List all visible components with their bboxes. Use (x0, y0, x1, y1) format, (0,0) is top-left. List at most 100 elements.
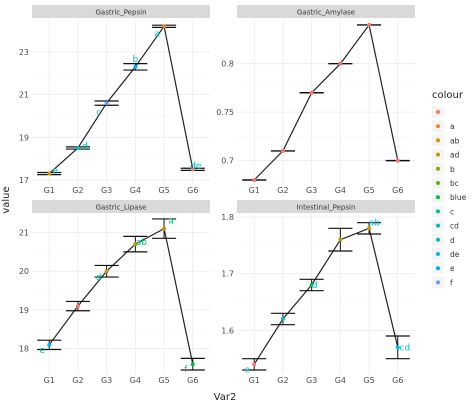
legend-swatch (436, 266, 440, 271)
data-point (133, 64, 138, 69)
legend-swatch (436, 166, 440, 171)
y-tick-label: 17 (19, 176, 29, 185)
legend-label: d (450, 236, 455, 245)
legend-swatch (436, 237, 440, 242)
legend-label: cd (450, 222, 459, 231)
significance-label: cd (399, 343, 410, 353)
significance-label: d (312, 281, 318, 291)
data-point (162, 226, 167, 231)
legend-label: ab (450, 136, 460, 145)
x-tick-label: G3 (101, 186, 112, 195)
x-tick-label: G4 (130, 376, 141, 385)
y-tick-label: 0.75 (216, 108, 234, 117)
y-tick-label: 21 (19, 228, 29, 237)
legend-swatch (436, 280, 440, 285)
y-axis-title: value (1, 186, 12, 213)
x-tick-label: G3 (306, 186, 317, 195)
data-point (252, 178, 257, 182)
facet-strip-title: Gastric_Pepsin (95, 9, 146, 17)
data-point (104, 269, 109, 274)
x-tick-label: G4 (130, 186, 141, 195)
legend-swatch (436, 110, 440, 114)
significance-label: c (96, 108, 101, 118)
legend-item: de (432, 248, 460, 260)
significance-label: d (96, 273, 102, 283)
legend-label: bc (450, 179, 459, 188)
data-point (338, 61, 343, 66)
x-tick-label: G2 (72, 376, 83, 385)
facet-strip (237, 5, 415, 18)
grid-lines (237, 18, 415, 184)
legend-swatch (436, 209, 440, 214)
significance-label: de (190, 161, 202, 171)
x-tick-label: G1 (249, 376, 260, 385)
legend-item: ad (432, 148, 460, 161)
x-tick-label: G2 (72, 186, 83, 195)
legend-swatch (436, 124, 440, 129)
legend-item: bc (432, 177, 459, 189)
facet-strip-title: Gastric_Lipase (96, 204, 147, 212)
facet-gastric_amylase: Gastric_Amylase 0.7 0.75 0.8 G1 G2 G3 G4 G5 G6 (216, 5, 415, 195)
legend-item: f (432, 276, 453, 289)
facet-strip-title: Intestinal_Pepsin (297, 204, 356, 212)
y-tick-label: 20 (19, 267, 29, 276)
x-tick-label: G1 (44, 186, 55, 195)
facet-strip-title: Gastric_Amylase (297, 9, 355, 17)
legend-label: de (450, 250, 460, 259)
facet-intestinal_pepsin: Intestinal_Pepsin 1.6 1.7 1.8 G1 G2 G3 G4 G5 G6 e d… (221, 200, 415, 385)
data-point (280, 148, 285, 153)
data-point (309, 90, 314, 95)
legend-swatch (436, 181, 440, 185)
x-tick-label: G6 (392, 376, 403, 385)
legend-swatch (436, 138, 440, 143)
x-tick-label: G2 (277, 186, 288, 195)
plot-area (237, 18, 415, 184)
y-tick-label: 0.7 (221, 157, 234, 166)
significance-label: e (244, 365, 250, 375)
x-axis-title: Var2 (214, 392, 237, 403)
legend-swatch (436, 223, 440, 228)
x-tick-label: G6 (187, 186, 198, 195)
legend-title: colour (432, 90, 464, 101)
significance-label: e (52, 167, 58, 177)
legend-item: b (432, 162, 455, 175)
data-point (338, 237, 343, 242)
significance-label: f (184, 365, 188, 375)
y-tick-label: 21 (19, 91, 29, 100)
y-tick-label: 18 (19, 345, 29, 354)
legend-swatch (436, 195, 440, 200)
data-point (367, 22, 372, 27)
data-point (395, 345, 400, 350)
data-point (190, 362, 195, 367)
data-point (133, 242, 138, 247)
legend-label: blue (450, 193, 467, 202)
legend-item: ab (432, 134, 460, 147)
legend-swatch (436, 252, 440, 256)
legend-label: c (450, 207, 454, 216)
x-tick-label: G6 (187, 376, 198, 385)
data-point (75, 304, 80, 309)
data-point (47, 342, 52, 347)
y-tick-label: 1.7 (221, 270, 234, 279)
y-tick-label: 23 (19, 48, 29, 57)
significance-label: a (168, 217, 174, 227)
legend: colour a ab ad b bc blue c cd d de ef (432, 90, 467, 289)
legend-label: f (450, 278, 453, 287)
significance-label: ab (368, 218, 380, 228)
plot-area (32, 213, 210, 374)
x-tick-label: G4 (335, 376, 346, 385)
data-point (395, 158, 400, 163)
x-tick-label: G5 (158, 186, 169, 195)
grid-lines (237, 213, 415, 374)
data-point (75, 145, 80, 150)
plot-area (32, 18, 210, 184)
series-line (48, 24, 194, 175)
grid-lines (32, 213, 210, 374)
x-tick-label: G2 (277, 376, 288, 385)
data-point (162, 24, 167, 29)
x-tick-label: G3 (306, 376, 317, 385)
significance-label: a (154, 29, 160, 39)
legend-item: a (432, 120, 455, 133)
facet-strip (32, 5, 210, 18)
significance-label: d (82, 142, 88, 152)
